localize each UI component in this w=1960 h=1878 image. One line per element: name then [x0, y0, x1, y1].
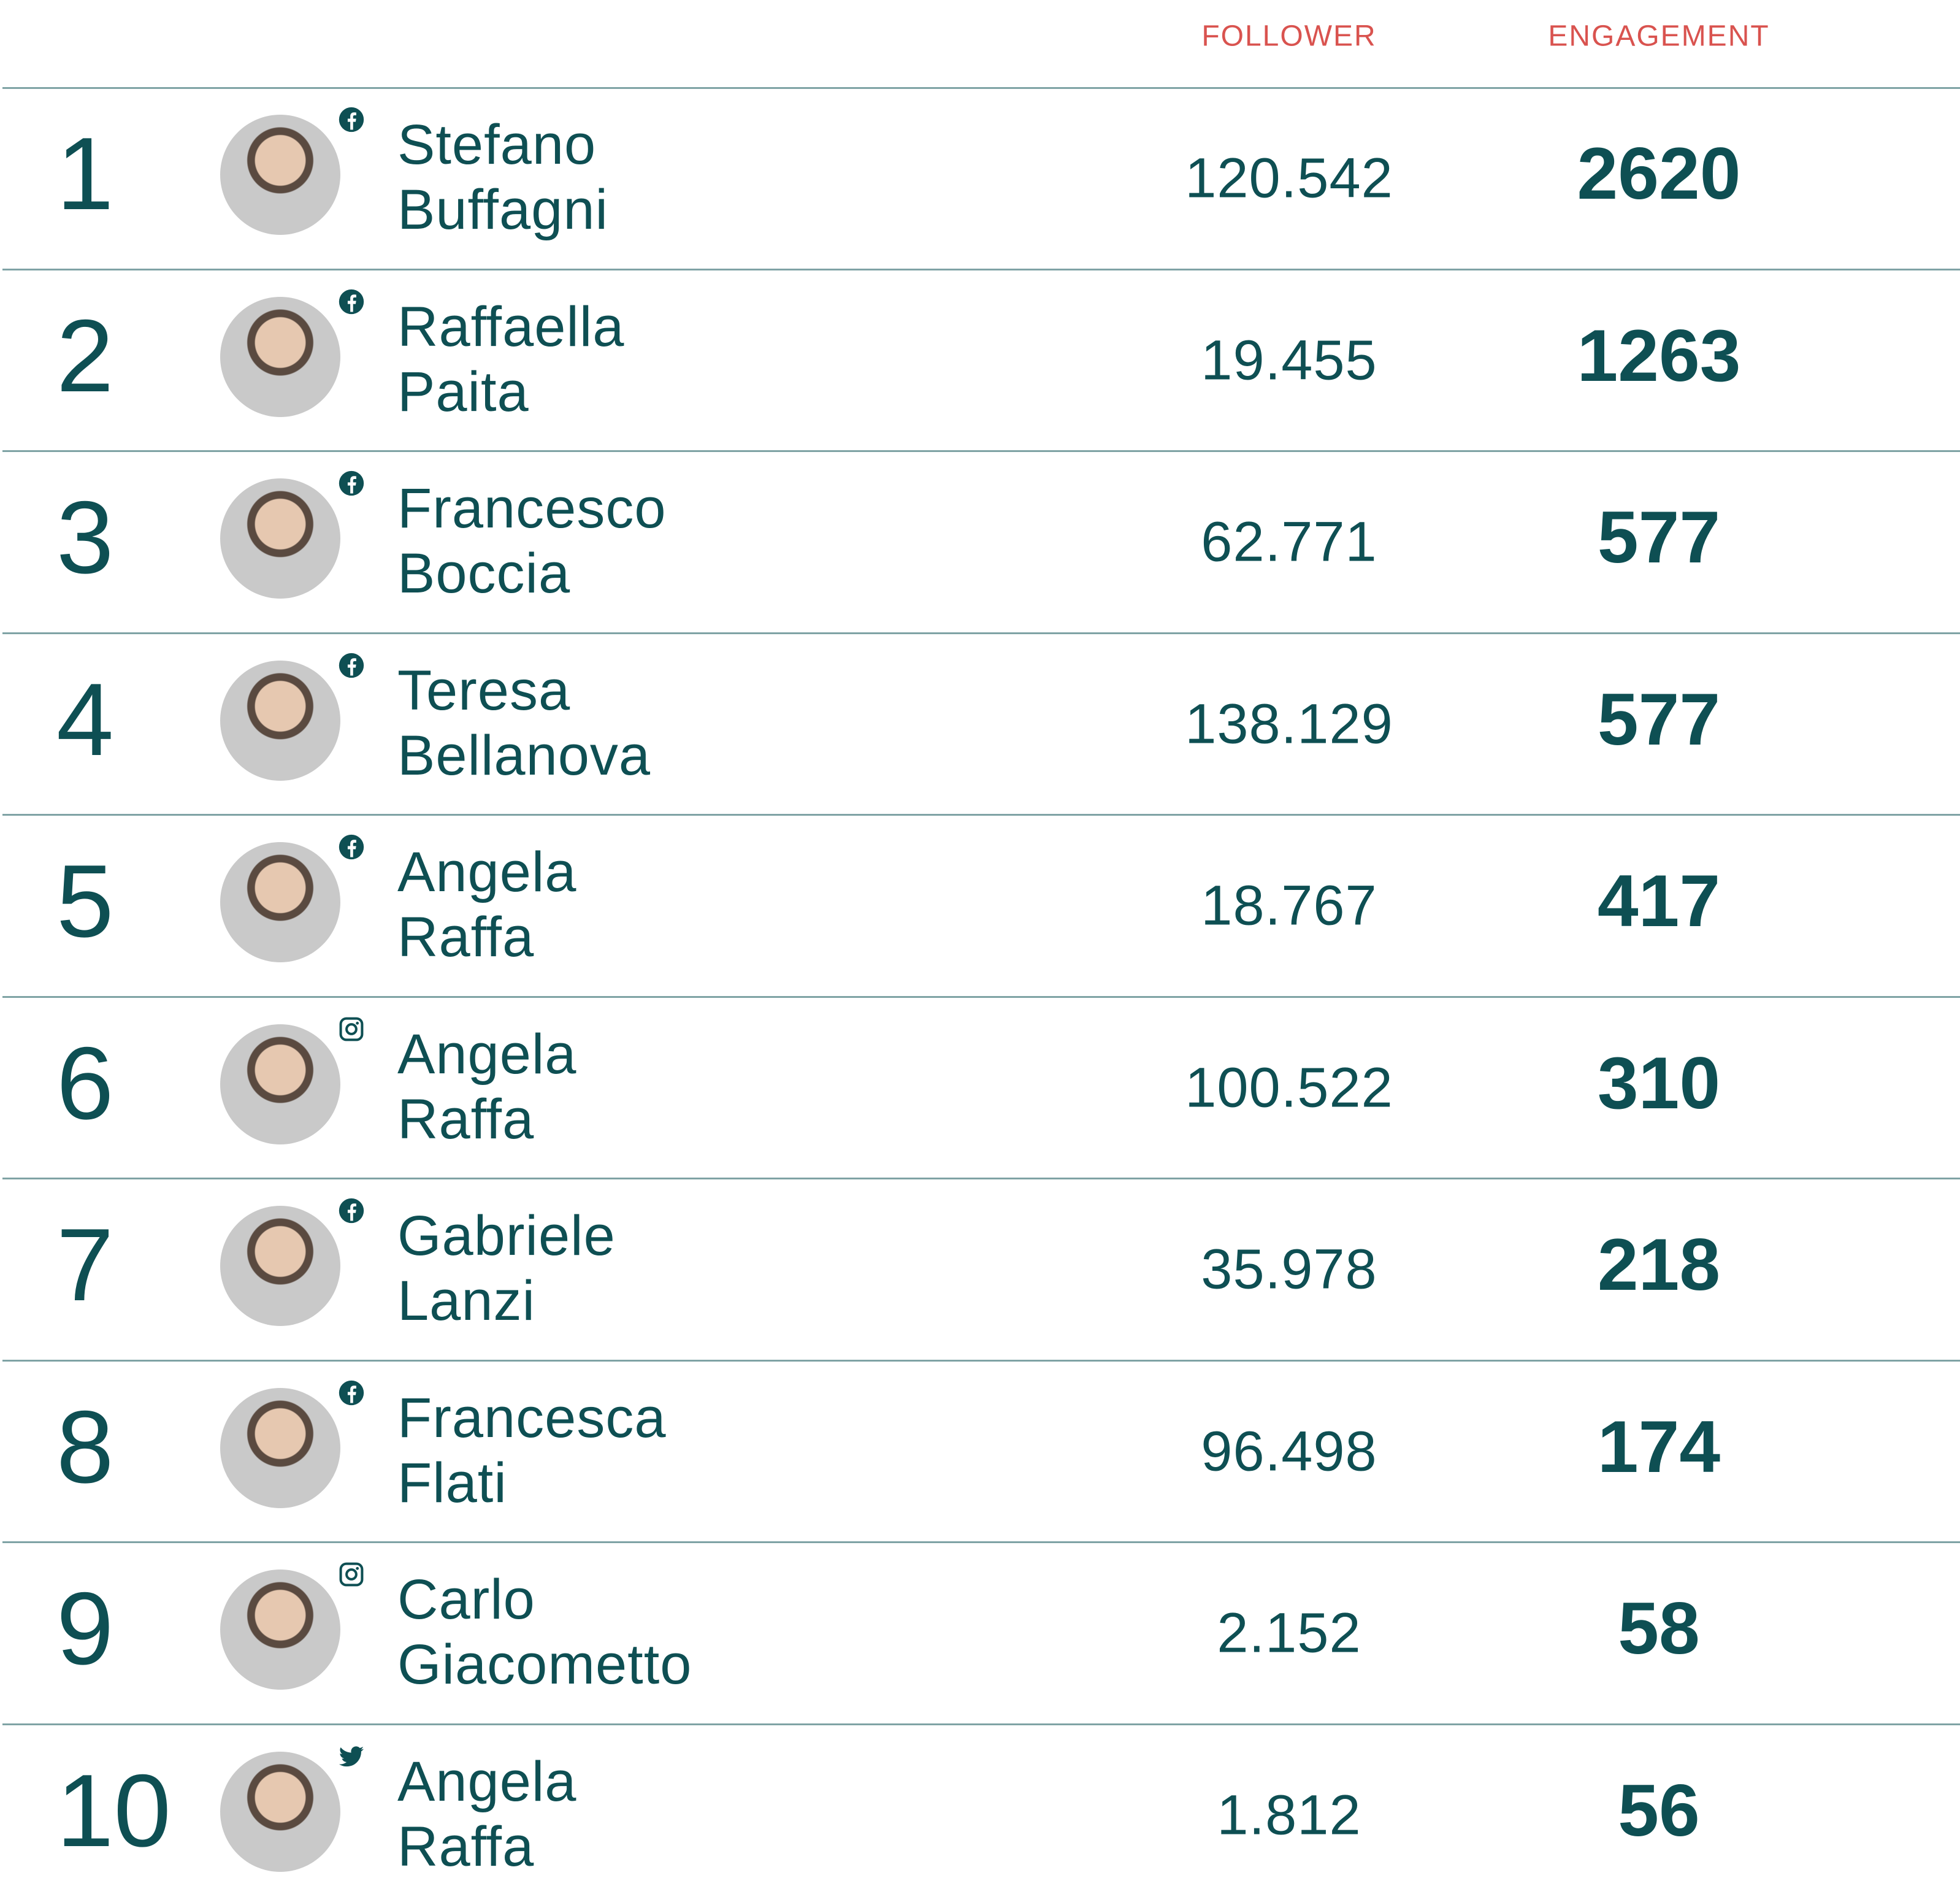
follower: 120.542 [1185, 147, 1393, 210]
follower: 35.978 [1201, 1238, 1377, 1301]
follower: 138.129 [1185, 692, 1393, 755]
follower: 1.812 [1217, 1784, 1361, 1846]
engagement: 1263 [1577, 314, 1741, 397]
network-icon [338, 470, 365, 500]
rank: 2 [56, 297, 114, 413]
divider [2, 1541, 1960, 1543]
avatar [220, 660, 340, 781]
header-engagement: ENGAGEMENT [1548, 20, 1770, 53]
avatar [220, 1024, 340, 1144]
engagement: 218 [1597, 1224, 1721, 1306]
network-icon [338, 288, 365, 318]
divider [2, 450, 1960, 452]
network-icon [338, 1561, 365, 1591]
network-icon [338, 1197, 365, 1227]
rank: 3 [56, 480, 114, 595]
follower: 62.771 [1201, 510, 1377, 573]
network-icon [338, 1379, 365, 1409]
avatar [220, 1751, 340, 1872]
last-name: Raffa [397, 1815, 535, 1878]
follower: 18.767 [1201, 874, 1377, 937]
engagement: 56 [1618, 1769, 1700, 1852]
engagement: 310 [1597, 1041, 1721, 1124]
rank: 4 [56, 661, 114, 777]
avatar [220, 1569, 340, 1690]
first-name: Carlo [397, 1568, 535, 1631]
first-name: Gabriele [397, 1205, 616, 1267]
network-icon [338, 652, 365, 682]
network-icon [338, 1016, 365, 1046]
follower: 96.498 [1201, 1420, 1377, 1482]
follower: 2.152 [1217, 1601, 1361, 1665]
divider [2, 995, 1960, 998]
first-name: Francesco [397, 477, 667, 540]
engagement: 58 [1618, 1587, 1700, 1669]
first-name: Angela [397, 841, 577, 903]
rank: 8 [56, 1389, 114, 1504]
divider [2, 1359, 1960, 1362]
last-name: Flati [397, 1451, 507, 1514]
rank: 5 [56, 843, 114, 959]
last-name: Bellanova [397, 724, 651, 787]
engagement: 577 [1597, 496, 1721, 578]
divider [2, 814, 1960, 816]
last-name: Lanzi [397, 1270, 535, 1332]
network-icon [338, 106, 365, 136]
first-name: Stefano [397, 113, 597, 176]
first-name: Francesca [397, 1386, 667, 1449]
last-name: Giacometto [397, 1633, 692, 1696]
engagement: 2620 [1577, 132, 1741, 215]
rank: 7 [56, 1207, 114, 1322]
divider [2, 1178, 1960, 1179]
avatar [220, 1206, 340, 1326]
last-name: Raffa [397, 1087, 535, 1151]
avatar [220, 1387, 340, 1508]
header-follower: FOLLOWER [1201, 20, 1377, 53]
first-name: Raffaella [397, 295, 625, 358]
rank: 10 [56, 1752, 171, 1868]
avatar [220, 842, 340, 962]
rank: 9 [56, 1571, 114, 1686]
last-name: Boccia [397, 542, 571, 605]
first-name: Teresa [397, 659, 571, 722]
engagement: 417 [1597, 860, 1721, 942]
divider [2, 87, 1960, 89]
engagement: 577 [1597, 678, 1721, 761]
divider [2, 632, 1960, 634]
avatar [220, 478, 340, 599]
engagement: 174 [1597, 1405, 1721, 1488]
rank: 1 [56, 116, 114, 231]
follower: 100.522 [1185, 1056, 1393, 1119]
rank: 6 [56, 1025, 114, 1141]
first-name: Angela [397, 1750, 577, 1813]
avatar [220, 115, 340, 235]
divider [2, 1723, 1960, 1725]
first-name: Angela [397, 1022, 577, 1086]
last-name: Raffa [397, 906, 535, 968]
avatar [220, 296, 340, 417]
network-icon [338, 834, 365, 864]
divider [2, 268, 1960, 270]
network-icon [338, 1743, 365, 1773]
last-name: Buffagni [397, 178, 608, 241]
last-name: Paita [397, 360, 529, 423]
follower: 19.455 [1201, 329, 1377, 391]
